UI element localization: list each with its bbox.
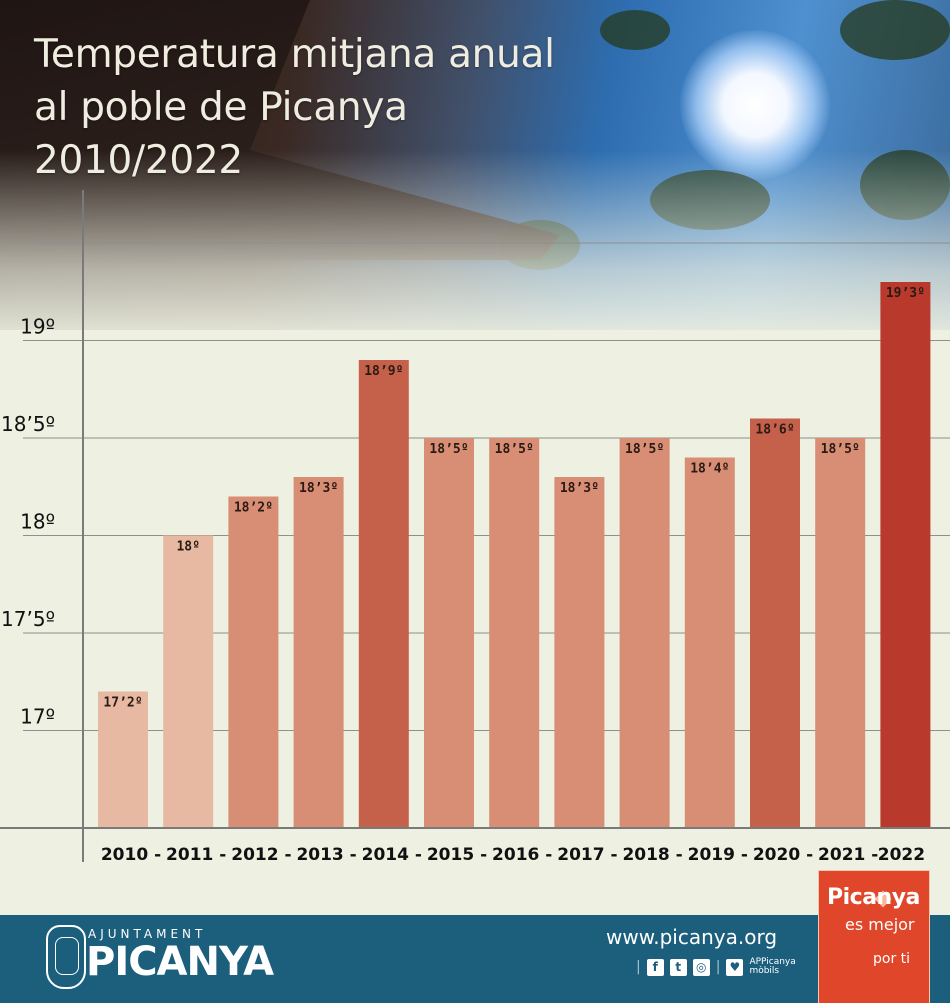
- x-tick-label: 2015 -: [427, 845, 487, 865]
- x-tick-label: 2010 -: [101, 845, 161, 865]
- tree-leaves: [600, 10, 670, 50]
- data-label: 18’2º: [234, 501, 273, 516]
- facebook-icon[interactable]: f: [646, 958, 664, 976]
- x-tick-label: 2018 -: [622, 845, 682, 865]
- data-label: 18’6º: [755, 423, 794, 438]
- bar-2014: [358, 360, 409, 828]
- app-icon[interactable]: ♥: [726, 958, 744, 976]
- bar-2010: [98, 691, 148, 828]
- data-label: 18’5º: [625, 442, 664, 457]
- badge-line3: por ti: [873, 951, 911, 967]
- instagram-icon[interactable]: ◎: [692, 958, 710, 976]
- bar-2019: [684, 457, 735, 828]
- twitter-icon[interactable]: t: [669, 958, 687, 976]
- x-tick-label: 2014 -: [362, 845, 422, 865]
- y-tick-label: 17’5º: [1, 607, 55, 631]
- divider: |: [636, 959, 641, 975]
- social-links: | f t ◎ | ♥ APPicanya mòbils: [636, 957, 796, 977]
- y-tick-label: 17º: [20, 705, 55, 729]
- x-tick-label: 2019 -: [688, 845, 748, 865]
- divider: |: [715, 959, 721, 975]
- app-label[interactable]: APPicanya mòbils: [749, 958, 795, 976]
- badge-line1: Picanya: [827, 885, 920, 910]
- x-tick-label: 2012 -: [231, 845, 291, 865]
- y-tick-label: 19º: [20, 315, 55, 339]
- background-fade: [0, 150, 950, 350]
- website-link[interactable]: www.picanya.org: [606, 925, 778, 949]
- picanya-es-mejor-badge: Picanya es mejor por ti: [818, 870, 930, 1003]
- bar-2015: [424, 438, 474, 828]
- x-tick-label: 2013 -: [296, 845, 356, 865]
- x-tick-label: 2016 -: [492, 845, 552, 865]
- chart-title: Temperatura mitjana anual al poble de Pi…: [34, 28, 555, 187]
- data-label: 18’5º: [495, 442, 534, 457]
- data-label: 18’5º: [821, 442, 860, 457]
- app-label-line: APPicanya: [749, 957, 796, 967]
- badge-line2: es mejor: [845, 915, 915, 934]
- x-tick-label: 2017 -: [557, 845, 617, 865]
- coat-of-arms-icon: [46, 925, 86, 989]
- x-tick-label: 2022: [878, 845, 925, 865]
- bar-2018: [619, 438, 670, 828]
- bar-2016: [489, 438, 540, 828]
- data-label: 18’9º: [364, 364, 403, 379]
- data-label: 18’3º: [560, 481, 599, 496]
- footer-bar: AJUNTAMENT PICANYA www.picanya.org | f t…: [0, 915, 950, 1003]
- app-label-line: mòbils: [749, 966, 780, 976]
- data-label: 18’5º: [429, 442, 468, 457]
- title-line: al poble de Picanya: [34, 85, 408, 130]
- data-label: 18º: [176, 540, 199, 555]
- bar-2017: [554, 477, 605, 828]
- data-label: 18’3º: [299, 481, 338, 496]
- y-tick-label: 18’5º: [1, 412, 55, 436]
- bar-chart: 17º 17’5º 18º 18’5º 19º 17’2º 2010 - 18º 2011 - 1…: [0, 190, 950, 865]
- bar-2022: [880, 282, 931, 828]
- bar-2020: [750, 418, 800, 828]
- tree-leaves: [840, 0, 950, 60]
- y-tick-label: 18º: [20, 510, 55, 534]
- x-tick-label: 2021 -: [818, 845, 878, 865]
- ajuntament-label: AJUNTAMENT: [88, 927, 207, 941]
- ajuntament-logo[interactable]: AJUNTAMENT PICANYA: [46, 923, 274, 993]
- title-line: Temperatura mitjana anual: [34, 32, 555, 77]
- data-label: 17’2º: [103, 696, 142, 711]
- x-tick-label: 2011 -: [166, 845, 226, 865]
- title-line: 2010/2022: [34, 138, 243, 183]
- data-label: 18’4º: [690, 462, 729, 477]
- x-tick-label: 2020 -: [753, 845, 813, 865]
- data-label: 19’3º: [886, 286, 925, 301]
- bar-2012: [228, 496, 279, 828]
- bar-2011: [163, 535, 214, 828]
- bar-2021: [815, 438, 866, 828]
- bar-2013: [293, 477, 344, 828]
- picanya-logo-text: PICANYA: [86, 939, 274, 985]
